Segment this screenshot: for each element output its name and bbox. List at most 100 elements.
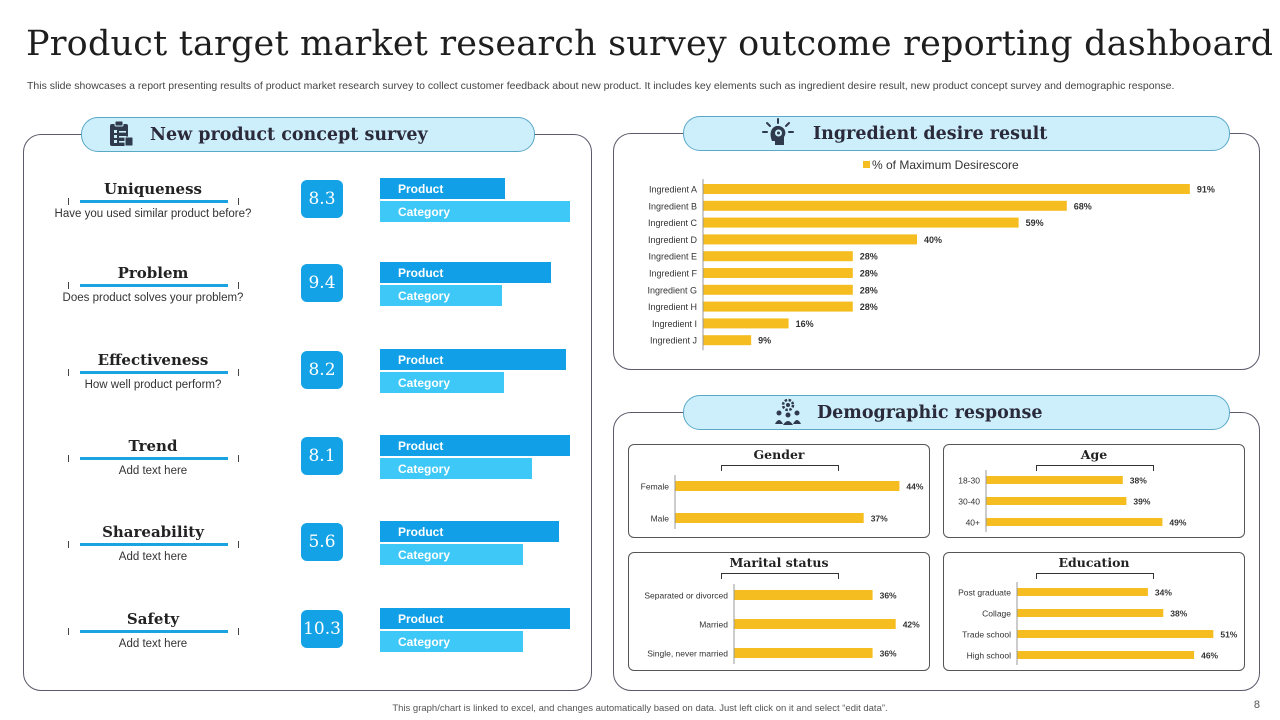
team-gear-icon: [775, 398, 801, 425]
score-badge: 8.1: [301, 437, 343, 475]
score-badge: 8.2: [301, 351, 343, 389]
page-number: 8: [1253, 699, 1260, 711]
feature-line-tick-left: [68, 198, 69, 205]
bar: [703, 234, 917, 245]
legend-label: % of Maximum Desirescore: [872, 158, 1019, 172]
feature-line-tick-left: [68, 369, 69, 376]
value-label: 59%: [1026, 218, 1044, 228]
bar: [703, 251, 853, 262]
subchart-title: Marital status: [729, 555, 829, 570]
category-label: 30-40: [958, 497, 980, 507]
feature-underline: [80, 284, 228, 287]
category-label: Ingredient D: [648, 235, 698, 245]
feature-line-tick-left: [68, 628, 69, 635]
value-label: 40%: [924, 235, 942, 245]
category-label: 40+: [966, 518, 980, 528]
value-label: 91%: [1197, 185, 1215, 195]
category-label: Separated or divorced: [644, 591, 728, 601]
feature-name: Shareability: [102, 523, 204, 541]
bar: [703, 184, 1190, 194]
bar: [986, 518, 1163, 526]
category-bar: Category: [380, 201, 570, 222]
value-label: 16%: [796, 319, 814, 329]
score-badge: 9.4: [301, 264, 343, 302]
value-label: 36%: [880, 649, 897, 659]
demographic-header: Demographic response: [683, 395, 1230, 430]
category-label: 18-30: [958, 476, 980, 486]
bar: [1017, 651, 1195, 659]
feature-line-tick-left: [68, 455, 69, 462]
demographic-marital-status-panel: Marital status Separated or divorced 36% Ma…: [628, 552, 930, 671]
value-label: 49%: [1169, 518, 1186, 528]
category-label: Female: [641, 482, 670, 492]
feature-line-tick-right: [238, 541, 239, 548]
value-label: 28%: [860, 285, 878, 295]
category-label: Single, never married: [647, 649, 728, 659]
category-label: Post graduate: [958, 588, 1011, 598]
feature-line-tick-left: [68, 282, 69, 289]
feature-line-tick-left: [68, 541, 69, 548]
bar: [1017, 588, 1148, 596]
product-bar: Product: [380, 262, 551, 283]
bar: [1017, 609, 1164, 617]
score-badge: 8.3: [301, 180, 343, 218]
category-label: Ingredient J: [650, 336, 697, 346]
category-bar: Category: [380, 631, 523, 652]
page-title: Product target market research survey ou…: [26, 24, 1274, 64]
category-label: Trade school: [962, 630, 1011, 640]
value-label: 38%: [1170, 609, 1187, 619]
legend-swatch: [863, 161, 870, 168]
subchart-bars: Post graduate 34% Collage 38% Trade school 51…: [958, 582, 1238, 665]
bar: [734, 590, 873, 600]
category-label: Married: [699, 620, 728, 630]
value-label: 42%: [903, 620, 920, 630]
product-bar: Product: [380, 349, 566, 370]
category-label: Ingredient B: [648, 201, 697, 211]
bar: [986, 476, 1123, 484]
category-label: Ingredient G: [647, 285, 697, 295]
category-bar: Category: [380, 285, 502, 306]
subchart-bars: Separated or divorced 36% Married 42% Single…: [644, 584, 920, 664]
feature-line-tick-right: [238, 198, 239, 205]
product-bar: Product: [380, 178, 505, 199]
value-label: 36%: [880, 591, 897, 601]
ingredient-title: Ingredient desire result: [813, 123, 1048, 144]
score-badge: 5.6: [301, 523, 343, 561]
feature-underline: [80, 200, 228, 203]
value-label: 28%: [860, 252, 878, 262]
demographic-gender-panel: Gender Female 44% Male 37%: [628, 444, 930, 538]
feature-question: Does product solves your problem?: [62, 292, 244, 304]
category-label: Ingredient H: [648, 302, 697, 312]
bar: [986, 497, 1127, 505]
feature-line-tick-right: [238, 369, 239, 376]
bar: [734, 619, 896, 629]
subchart-title: Age: [1080, 447, 1108, 462]
concept-survey-header: New product concept survey: [81, 117, 535, 152]
product-bar: Product: [380, 521, 559, 542]
subchart-title-underline: [721, 465, 839, 471]
value-label: 28%: [860, 302, 878, 312]
feature-name: Trend: [128, 437, 178, 455]
value-label: 9%: [758, 336, 771, 346]
subchart-bars: Female 44% Male 37%: [641, 475, 924, 529]
subchart-title: Gender: [753, 447, 805, 462]
category-bar: Category: [380, 544, 523, 565]
subchart-title: Education: [1058, 555, 1130, 570]
category-label: Ingredient A: [649, 185, 697, 195]
feature-name: Uniqueness: [104, 180, 202, 198]
bar: [675, 513, 864, 523]
category-bar: Category: [380, 458, 532, 479]
category-label: Male: [651, 514, 670, 524]
feature-name: Problem: [117, 264, 189, 282]
clipboard-checklist-icon: [110, 120, 134, 147]
category-label: Ingredient E: [648, 252, 697, 262]
value-label: 38%: [1130, 476, 1147, 486]
ingredient-header: Ingredient desire result: [683, 116, 1230, 151]
score-badge: 10.3: [301, 610, 343, 648]
bar: [734, 648, 873, 658]
feature-name: Effectiveness: [97, 351, 209, 369]
concept-survey-panel: [23, 134, 592, 691]
feature-underline: [80, 543, 228, 546]
ingredient-chart: % of Maximum Desirescore Ingredient A 91% I…: [647, 158, 1215, 351]
value-label: 44%: [906, 482, 923, 492]
